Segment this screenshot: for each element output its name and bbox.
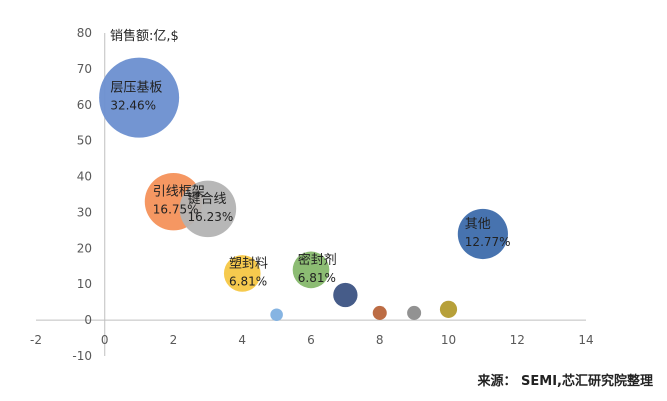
bubble-point — [223, 255, 261, 292]
bubble-percent-label: 16.23% — [188, 210, 234, 224]
bubble-point — [270, 308, 283, 322]
bubbles-layer — [99, 57, 508, 322]
bubble-name-label: 引线框架 — [153, 185, 205, 200]
bubble-name-label: 塑封料 — [229, 256, 268, 271]
x-tick-label: 14 — [578, 333, 593, 347]
y-tick-label: 30 — [77, 205, 92, 219]
bubble-point — [179, 180, 237, 238]
x-tick-label: 10 — [441, 333, 456, 347]
y-tick-label: 80 — [77, 26, 92, 40]
x-tick-label: 6 — [307, 333, 315, 347]
bubble-point — [99, 57, 180, 138]
x-tick-label: 12 — [510, 333, 525, 347]
x-tick-label: 4 — [238, 333, 246, 347]
axes-layer: -2 0 2 4 6 8 10 12 14 -10 0 10 20 30 40 50 60 70 80 — [30, 26, 594, 363]
labels-layer: 层压基板 32.46% 引线框架 16.75%键合线 16.23% 其他 12.77% 塑封料… — [110, 81, 510, 289]
bubble-name-label: 键合线 — [188, 192, 227, 207]
bubble-point — [372, 305, 387, 320]
y-tick-label: 60 — [77, 98, 92, 112]
x-tick-label: 8 — [376, 333, 384, 347]
y-tick-label: 20 — [77, 241, 92, 255]
bubble-name-label: 层压基板 — [110, 81, 162, 96]
y-axis-label: 销售额:亿,$ — [110, 28, 179, 44]
bubble-point — [439, 300, 458, 318]
bubble-point — [333, 282, 358, 308]
bubble-percent-label: 6.81% — [229, 274, 267, 288]
x-tick-label: -2 — [30, 333, 42, 347]
y-tick-label: 0 — [84, 313, 92, 327]
bubble-name-label: 其他 — [465, 217, 491, 232]
source-note: 来源： SEMI,芯汇研究院整理 — [477, 374, 653, 389]
bubble-percent-label: 16.75% — [153, 203, 199, 217]
y-tick-label: -10 — [72, 349, 92, 363]
bubble-percent-label: 12.77% — [465, 235, 511, 249]
x-tick-label: 0 — [101, 333, 109, 347]
bubble-point — [407, 305, 422, 320]
bubble-percent-label: 32.46% — [110, 99, 156, 113]
bubble-point — [292, 251, 330, 289]
x-tick-label: 2 — [170, 333, 178, 347]
y-tick-label: 10 — [77, 277, 92, 291]
y-tick-label: 50 — [77, 134, 92, 148]
y-tick-label: 70 — [77, 62, 92, 76]
bubble-percent-label: 6.81% — [298, 271, 336, 285]
y-tick-label: 40 — [77, 170, 92, 184]
bubble-point — [457, 208, 508, 260]
bubble-name-label: 密封剂 — [298, 252, 337, 268]
